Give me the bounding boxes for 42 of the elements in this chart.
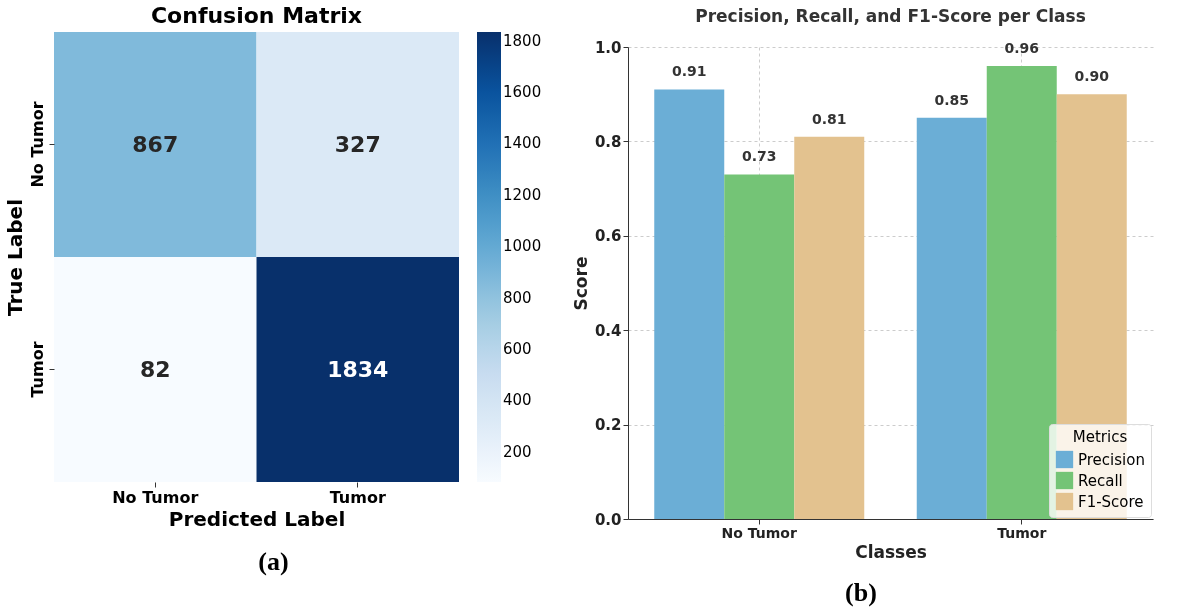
y-tick-label: 0.6 — [594, 227, 622, 246]
data-label: 327 — [334, 131, 381, 157]
legend-label: Precision — [1078, 450, 1145, 469]
data-label: 0.91 — [671, 63, 707, 80]
data-label: 0.96 — [1004, 39, 1040, 56]
y-axis-title: True Label — [2, 198, 27, 317]
chart-title: Confusion Matrix — [150, 3, 363, 28]
x-axis-title: Classes — [855, 541, 927, 562]
text: (a) — [258, 547, 289, 577]
data-label: 867 — [132, 131, 179, 157]
color-bar-label: 800 — [503, 288, 532, 307]
color-bar-label: 1600 — [503, 83, 542, 102]
data-label: 0.73 — [741, 148, 777, 165]
y-tick-label: 0.4 — [594, 321, 622, 340]
data-label: 0.90 — [1074, 68, 1110, 85]
legend-label: F1-Score — [1078, 492, 1144, 511]
y-axis-title: Score — [570, 256, 591, 311]
chart-title: Precision, Recall, and F1-Score per Class — [695, 6, 1086, 26]
bar — [724, 174, 795, 519]
y-tick-label: 0.2 — [594, 416, 622, 435]
color-bar-label: 1800 — [503, 31, 542, 50]
legend-title: Metrics — [1072, 428, 1128, 446]
data-label: 82 — [139, 356, 171, 382]
data-label: 0.81 — [811, 110, 847, 127]
color-bar-label: 1000 — [503, 237, 542, 256]
data-label: 1834 — [327, 356, 389, 382]
x-axis-title: Predicted Label — [168, 506, 346, 531]
bar — [986, 65, 1057, 519]
legend-label: Recall — [1078, 471, 1123, 490]
color-bar-label: 400 — [503, 391, 532, 410]
bar — [654, 89, 725, 519]
y-tick-label: 1.0 — [594, 38, 622, 57]
color-bar-label: 1400 — [503, 134, 542, 153]
color-bar-label: 200 — [503, 442, 532, 461]
color-bar-label: 600 — [503, 339, 532, 358]
bar — [794, 136, 865, 519]
data-label: 0.85 — [934, 91, 970, 108]
text: (b) — [845, 578, 877, 608]
y-tick-label: 0.0 — [594, 510, 622, 529]
color-bar-label: 1200 — [503, 185, 542, 204]
bar — [916, 117, 987, 519]
y-tick-label: 0.8 — [594, 132, 622, 151]
